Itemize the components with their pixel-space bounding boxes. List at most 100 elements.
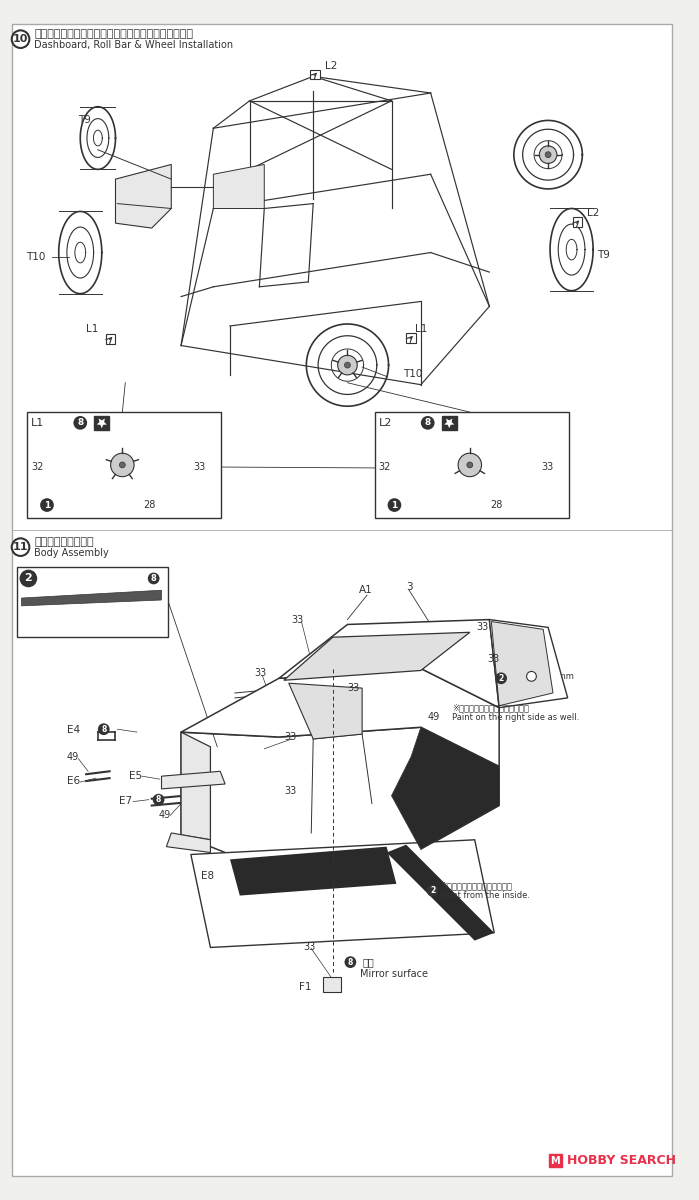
Text: 32: 32: [31, 462, 44, 472]
Text: 28: 28: [491, 500, 503, 510]
Text: 33: 33: [284, 786, 296, 796]
Circle shape: [20, 570, 37, 587]
Polygon shape: [96, 419, 107, 428]
Text: 鏡面: 鏡面: [362, 958, 374, 967]
Circle shape: [12, 539, 29, 556]
Text: E6: E6: [66, 776, 80, 786]
Bar: [375, 412, 569, 517]
Text: HOBBY SEARCH: HOBBY SEARCH: [567, 1154, 676, 1168]
Circle shape: [387, 498, 401, 512]
Bar: [572, 217, 582, 227]
Text: L1: L1: [31, 418, 45, 428]
Text: E5: E5: [129, 772, 143, 781]
Text: L2: L2: [587, 209, 600, 218]
Text: 33: 33: [291, 614, 304, 624]
Text: L2: L2: [379, 418, 392, 428]
Text: 33: 33: [20, 611, 31, 619]
Text: 2: 2: [498, 674, 504, 683]
Text: 8: 8: [151, 574, 157, 583]
Polygon shape: [166, 833, 210, 852]
Circle shape: [526, 672, 536, 682]
Polygon shape: [391, 727, 499, 850]
Text: 8: 8: [347, 958, 353, 967]
Circle shape: [426, 884, 438, 896]
Circle shape: [110, 454, 134, 476]
Polygon shape: [489, 619, 568, 708]
Circle shape: [421, 416, 435, 430]
Text: 33: 33: [284, 732, 296, 742]
Text: Dashboard, Roll Bar & Wheel Installation: Dashboard, Roll Bar & Wheel Installation: [34, 40, 233, 50]
Circle shape: [345, 956, 356, 968]
Circle shape: [540, 146, 557, 163]
Bar: [94, 415, 109, 430]
Circle shape: [345, 362, 350, 368]
Text: 11: 11: [13, 542, 28, 552]
Text: 2: 2: [430, 886, 435, 895]
Text: 33: 33: [477, 623, 489, 632]
Circle shape: [496, 672, 507, 684]
Text: 8: 8: [156, 796, 161, 804]
Polygon shape: [115, 164, 171, 228]
Circle shape: [458, 454, 482, 476]
Polygon shape: [279, 619, 499, 708]
Text: 8: 8: [77, 419, 83, 427]
Bar: [406, 332, 416, 342]
Text: A1: A1: [359, 586, 373, 595]
Text: ボディーの組み立て: ボディーの組み立て: [34, 538, 94, 547]
Polygon shape: [22, 590, 161, 606]
Bar: [17, 566, 168, 637]
Circle shape: [12, 30, 29, 48]
Bar: [442, 415, 456, 430]
Circle shape: [120, 462, 125, 468]
Polygon shape: [181, 732, 210, 840]
Text: 3: 3: [406, 582, 413, 593]
Text: L1: L1: [86, 324, 99, 334]
Polygon shape: [213, 164, 264, 209]
Bar: [106, 334, 115, 343]
Text: ダッシュボード、ロールバー及びホイールの取り付け: ダッシュボード、ロールバー及びホイールの取り付け: [34, 29, 193, 40]
Text: L2: L2: [325, 60, 338, 71]
Text: 49: 49: [66, 751, 79, 762]
Circle shape: [152, 793, 164, 805]
Text: 33: 33: [541, 462, 554, 472]
Circle shape: [98, 724, 110, 736]
Text: 2: 2: [24, 574, 32, 583]
Text: ※内側から塗装してください。: ※内側から塗装してください。: [440, 881, 512, 890]
Circle shape: [73, 416, 87, 430]
Text: 49: 49: [428, 713, 440, 722]
Polygon shape: [181, 668, 499, 767]
Polygon shape: [444, 419, 454, 428]
Polygon shape: [181, 727, 499, 864]
Text: M: M: [550, 1156, 560, 1166]
Circle shape: [40, 498, 54, 512]
Text: □□□: □□□: [34, 611, 58, 619]
Polygon shape: [491, 622, 553, 706]
Polygon shape: [387, 845, 494, 941]
Text: L1: L1: [415, 324, 427, 334]
Text: 1: 1: [391, 500, 398, 510]
Text: T9: T9: [78, 115, 91, 126]
Text: 49: 49: [159, 810, 171, 821]
Polygon shape: [230, 847, 396, 895]
Text: 10: 10: [13, 34, 28, 44]
Text: 8: 8: [424, 419, 431, 427]
Circle shape: [545, 151, 551, 157]
Text: T10: T10: [403, 368, 423, 379]
Text: 8: 8: [101, 725, 106, 733]
Text: 33: 33: [347, 683, 360, 694]
Polygon shape: [191, 840, 494, 948]
Circle shape: [338, 355, 357, 374]
Text: E8: E8: [201, 871, 214, 881]
Bar: [27, 412, 221, 517]
Circle shape: [147, 572, 159, 584]
Text: φ4.0mm: φ4.0mm: [540, 672, 574, 680]
Text: 1: 1: [44, 500, 50, 510]
Text: Paint on the right side as well.: Paint on the right side as well.: [452, 713, 579, 722]
Text: Mirror surface: Mirror surface: [360, 968, 428, 979]
Text: T9: T9: [597, 251, 610, 260]
Bar: [549, 1154, 562, 1166]
Bar: [310, 70, 320, 79]
Text: Body Assembly: Body Assembly: [34, 548, 109, 558]
Text: Paint from the inside.: Paint from the inside.: [440, 892, 531, 900]
Text: は全て33で塗って下さい。: は全て33で塗って下さい。: [20, 620, 80, 630]
